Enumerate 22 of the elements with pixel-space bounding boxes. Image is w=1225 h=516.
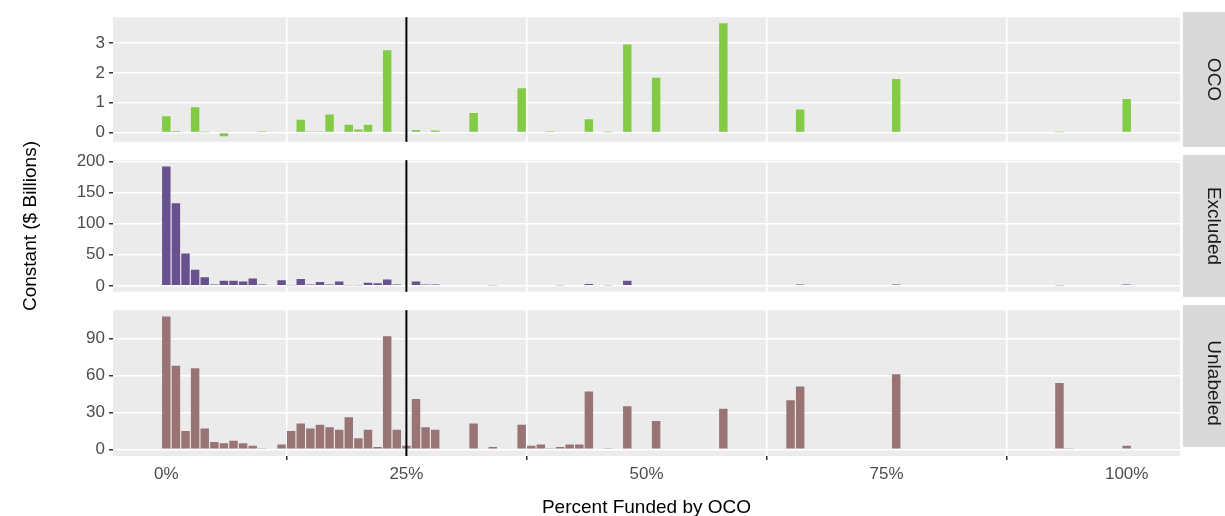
x-tick-label: 0% <box>154 463 179 483</box>
y-tick-label: 2 <box>95 62 105 82</box>
y-tick-label: 3 <box>95 32 105 52</box>
y2-axis-title: Unlabeled <box>1204 340 1225 426</box>
y-tick-label: 100 <box>76 213 105 233</box>
y-tick-label: 150 <box>76 182 105 202</box>
x-tick-label: 100% <box>1104 463 1149 483</box>
y-axis-title: Constant ($ Billions) <box>19 140 41 312</box>
y2-axis-title: OCO <box>1204 57 1225 102</box>
y-tick-label: 0 <box>95 122 105 142</box>
y-tick-label: 90 <box>86 328 105 348</box>
y-tick-label: 0 <box>95 275 105 295</box>
y-tick-label: 0 <box>95 439 105 459</box>
x-tick-label: 25% <box>389 463 424 483</box>
y-tick-label: 60 <box>86 365 105 385</box>
x-tick-label: 75% <box>869 463 904 483</box>
y-tick-label: 30 <box>86 402 105 422</box>
y-tick-label: 1 <box>95 92 105 112</box>
y-tick-label: 50 <box>86 244 105 264</box>
y-tick-label: 200 <box>76 151 105 171</box>
x-tick-label: 50% <box>629 463 664 483</box>
y2-axis-title: Excluded <box>1204 186 1225 266</box>
